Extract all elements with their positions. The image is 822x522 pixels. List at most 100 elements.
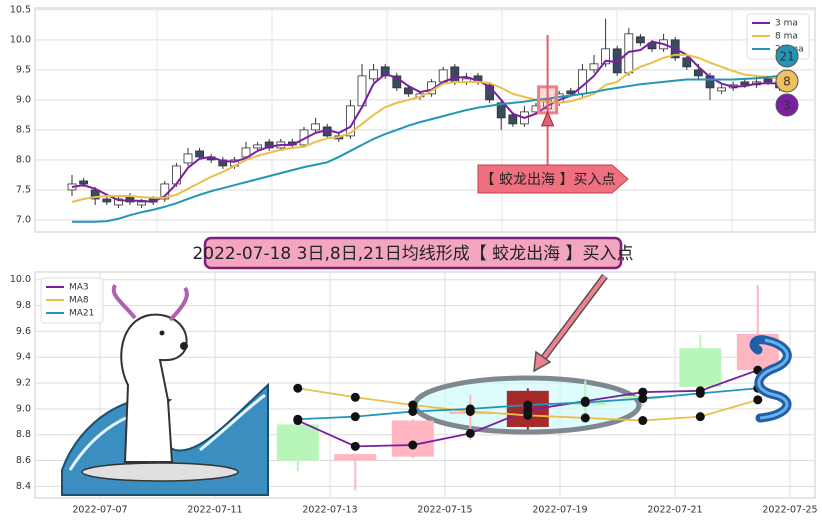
candle-body: [137, 201, 147, 206]
x-tick-label: 2022-07-15: [417, 505, 472, 516]
candle-body: [496, 102, 506, 119]
ma-point: [408, 400, 418, 410]
ma-line: [72, 74, 780, 223]
end-badge: [775, 44, 799, 68]
candle-body: [694, 69, 703, 77]
annotation-arrowhead: [540, 110, 555, 127]
x-tick-label: 2022-07-25: [762, 505, 817, 516]
end-badge-label: 8: [783, 75, 791, 89]
annotation-text: 【 蛟龙出海 】买入点: [481, 172, 616, 188]
candle-body: [391, 420, 434, 457]
y-tick-label: 9.2: [16, 378, 31, 389]
y-tick-label: 7.0: [16, 214, 31, 225]
candle-body: [218, 159, 228, 167]
candle-body: [90, 189, 100, 200]
ma-point: [350, 441, 360, 451]
y-tick-label: 9.5: [16, 64, 31, 75]
dog-horns: [111, 284, 189, 322]
ma-point: [695, 412, 705, 422]
x-tick-label: 2022-07-11: [187, 505, 242, 516]
legend-label: 3 ma: [775, 19, 798, 29]
y-tick-label: 8.5: [16, 124, 31, 135]
candle-body: [403, 87, 413, 95]
y-tick-label: 9.4: [16, 352, 31, 363]
end-badge-label: 21: [779, 50, 794, 64]
ma-point: [580, 413, 590, 423]
candle-body: [578, 69, 587, 95]
ma-point: [638, 387, 648, 397]
ma-point: [293, 383, 303, 393]
candle-body: [636, 36, 645, 44]
y-tick-label: 9.8: [16, 300, 31, 311]
ma-line: [71, 40, 780, 203]
dog-eye: [159, 330, 165, 336]
y-tick-label: 10.0: [10, 274, 31, 285]
end-badge: [775, 93, 799, 117]
y-tick-label: 9.0: [16, 403, 31, 414]
candle-body: [183, 153, 193, 164]
candle-body: [679, 348, 722, 387]
candle-body: [241, 147, 251, 158]
legend-label: MA8: [69, 296, 89, 306]
dog-nose: [180, 342, 188, 350]
ma-point: [350, 412, 360, 422]
candle-body: [334, 454, 377, 461]
ma-point: [408, 440, 418, 450]
candle-body: [508, 114, 518, 125]
y-tick-label: 8.4: [16, 481, 31, 492]
y-tick-label: 9.6: [16, 326, 31, 337]
end-badge-label: 3: [783, 99, 791, 113]
candle-body: [682, 57, 692, 68]
x-tick-label: 2022-07-07: [72, 505, 127, 516]
candle-body: [717, 87, 726, 92]
end-badge: [775, 69, 799, 93]
ma-point: [523, 400, 533, 410]
surfboard: [81, 462, 239, 482]
y-tick-label: 7.5: [16, 184, 31, 195]
candle-body: [264, 141, 274, 149]
candle-body: [102, 198, 112, 203]
y-tick-label: 9.0: [16, 94, 31, 105]
candle-body: [369, 69, 379, 80]
legend-box: [40, 277, 104, 324]
arrow-body: [540, 274, 607, 362]
title-text: 2022-07-18 3日,8日,21日均线形成【 蛟龙出海 】买入点: [192, 244, 633, 264]
dog-body: [120, 313, 188, 463]
y-tick-label: 10.5: [10, 4, 31, 15]
ma-point: [580, 397, 590, 407]
y-tick-label: 8.0: [16, 154, 31, 165]
candle-body: [253, 144, 263, 149]
x-tick-label: 2022-07-19: [532, 505, 587, 516]
candle-body: [740, 81, 750, 86]
x-tick-label: 2022-07-21: [647, 505, 702, 516]
candle-body: [79, 180, 88, 185]
legend-label: MA21: [69, 309, 94, 319]
ma-point: [753, 395, 763, 405]
ma-point: [638, 416, 648, 426]
ma-point: [408, 406, 418, 416]
title-box: [203, 236, 623, 270]
candle-body: [276, 424, 319, 461]
arrow-head: [533, 350, 552, 373]
candle-body: [380, 66, 390, 77]
candle-body: [311, 123, 321, 131]
y-tick-label: 10.0: [10, 34, 31, 45]
ma-point: [465, 428, 475, 438]
ma-point: [293, 414, 303, 424]
ma-point: [638, 394, 648, 404]
ma-point: [350, 392, 360, 402]
dragon-highlight: [757, 338, 789, 420]
ma-point: [695, 388, 705, 398]
ma-point: [465, 404, 475, 414]
legend-label: 8 ma: [775, 32, 798, 42]
x-tick-label: 2022-07-13: [302, 505, 357, 516]
legend-label: MA3: [69, 283, 89, 293]
candle-body: [392, 75, 402, 89]
candle-body: [195, 150, 205, 158]
ma-point: [523, 410, 533, 420]
candle-body: [589, 63, 599, 71]
y-tick-label: 8.6: [16, 455, 31, 466]
ma-line: [71, 53, 780, 203]
y-tick-label: 8.8: [16, 429, 31, 440]
